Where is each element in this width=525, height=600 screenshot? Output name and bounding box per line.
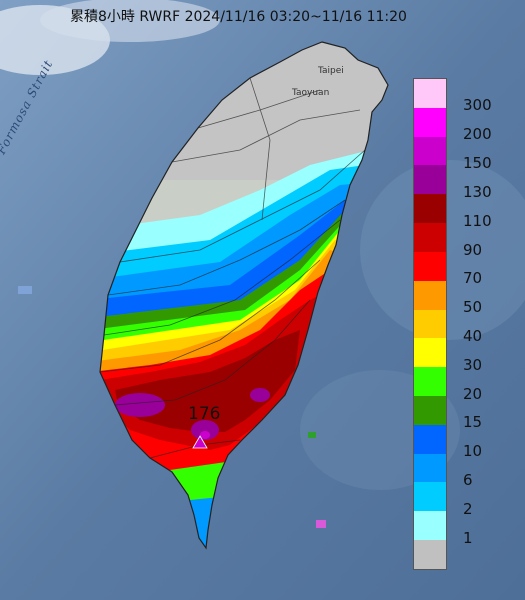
- legend-label: 2: [463, 499, 473, 518]
- legend-swatch: [414, 223, 446, 252]
- legend-label: 1: [463, 528, 473, 547]
- legend-label: 70: [463, 269, 483, 288]
- legend-label: 130: [463, 182, 492, 201]
- rain-band-10: [100, 195, 388, 330]
- rain-band-2: [100, 160, 388, 300]
- legend-swatch: [414, 79, 446, 108]
- legend-label: 15: [463, 413, 483, 432]
- rain-band-150: [200, 431, 210, 439]
- legend-label: 90: [463, 240, 483, 259]
- city-label-taoyuan: Taoyuan: [292, 88, 330, 98]
- legend-swatch: [414, 511, 446, 540]
- green-island: [308, 432, 316, 438]
- rainfall-legend: 300 200 150 130 110 90 70 50 40 30 20 15 10 6 2 1: [413, 78, 513, 570]
- legend-swatch: [414, 482, 446, 512]
- legend-swatch: [414, 309, 446, 339]
- legend-swatch: [414, 367, 446, 396]
- orchid-island: [316, 520, 326, 528]
- legend-label: 110: [463, 211, 492, 230]
- legend-label: 300: [463, 96, 492, 115]
- legend-swatch: [414, 136, 446, 166]
- rain-band-130: [115, 393, 165, 417]
- legend-swatch: [414, 165, 446, 195]
- map-title: 累積8小時 RWRF 2024/11/16 03:20~11/16 11:20: [70, 9, 407, 25]
- coastline: [99, 41, 389, 550]
- legend-label: 150: [463, 154, 492, 173]
- legend-swatches: [413, 78, 447, 570]
- legend-swatch: [414, 395, 446, 425]
- rain-band-130: [250, 388, 270, 402]
- penghu-isles: [18, 286, 32, 294]
- legend-swatch: [414, 424, 446, 454]
- legend-swatch: [414, 338, 446, 368]
- rain-band-130: [191, 420, 219, 440]
- legend-swatch: [414, 280, 446, 310]
- legend-label: 6: [463, 471, 473, 490]
- cloud-haze: [40, 0, 220, 42]
- max-rainfall-marker: [192, 435, 208, 449]
- legend-label: 20: [463, 384, 483, 403]
- legend-swatch: [414, 107, 446, 137]
- legend-label: 50: [463, 298, 483, 317]
- legend-label: 10: [463, 442, 483, 461]
- legend-label: 40: [463, 327, 483, 345]
- legend-swatch: [414, 194, 446, 224]
- legend-swatch: [414, 453, 446, 483]
- legend-label: 200: [463, 125, 492, 144]
- legend-swatch: [414, 540, 446, 569]
- legend-swatch: [414, 251, 446, 281]
- city-label-taipei: Taipei: [318, 66, 344, 76]
- legend-label: 30: [463, 355, 483, 374]
- max-rainfall-label: 176: [188, 404, 221, 424]
